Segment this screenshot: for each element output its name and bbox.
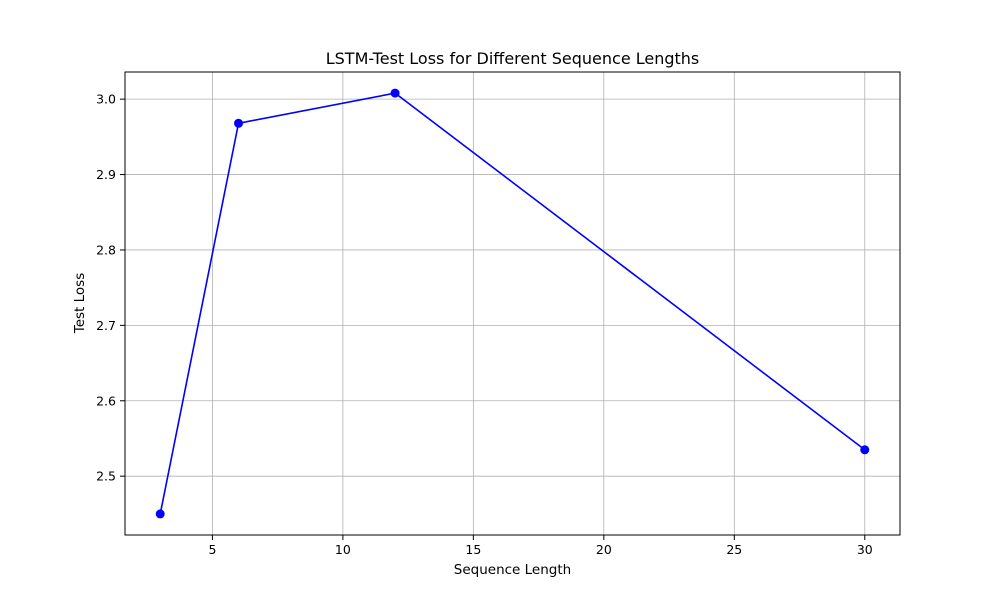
x-tick-label: 30 [857, 542, 873, 557]
y-tick-label: 2.7 [96, 318, 116, 333]
y-tick-label: 2.9 [96, 167, 116, 182]
data-point [234, 118, 244, 128]
y-axis-ticks: 2.5 2.6 2.7 2.8 2.9 3.0 [96, 92, 125, 484]
data-point [860, 445, 870, 455]
x-tick-label: 15 [465, 542, 481, 557]
x-tick-label: 10 [335, 542, 351, 557]
x-axis-ticks: 5 10 15 20 25 30 [208, 535, 873, 557]
y-tick-label: 2.6 [96, 393, 116, 408]
data-point [390, 88, 400, 98]
data-point [155, 509, 165, 519]
x-tick-label: 25 [726, 542, 742, 557]
x-axis-label: Sequence Length [454, 562, 571, 578]
data-points [155, 88, 870, 519]
chart-title: LSTM-Test Loss for Different Sequence Le… [326, 49, 700, 68]
plot-area-frame [124, 71, 901, 536]
grid-lines [125, 72, 900, 535]
y-tick-label: 3.0 [96, 92, 116, 107]
series-line [159, 92, 866, 515]
x-tick-label: 5 [208, 542, 216, 557]
x-tick-label: 20 [596, 542, 612, 557]
y-axis-label: Test Loss [72, 273, 88, 335]
y-tick-label: 2.8 [96, 242, 116, 257]
y-tick-label: 2.5 [96, 469, 116, 484]
